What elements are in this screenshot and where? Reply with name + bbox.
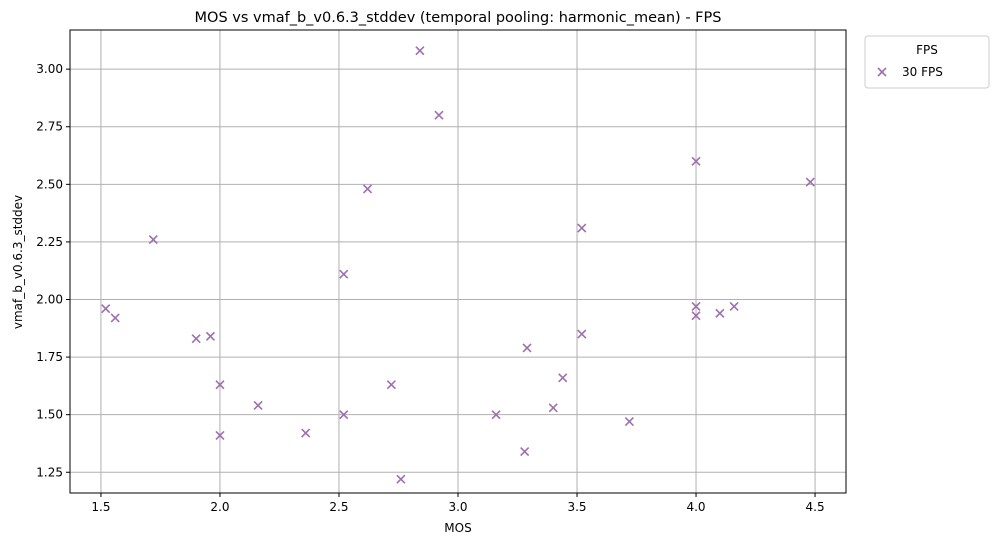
data-point: [339, 269, 349, 279]
legend-marker-glyph: [877, 67, 887, 77]
y-tick-label: 2.25: [36, 235, 63, 249]
data-point: [522, 343, 532, 353]
legend: FPS 30 FPS: [864, 35, 990, 89]
y-tick-label: 2.50: [36, 177, 63, 191]
data-point: [205, 331, 216, 341]
y-tick-label: 2.75: [36, 120, 63, 134]
data-point: [386, 380, 396, 390]
data-point: [558, 373, 568, 383]
data-point: [577, 329, 587, 339]
data-point: [548, 403, 558, 413]
data-point: [691, 301, 701, 311]
data-point: [434, 110, 444, 120]
y-tick-label: 2.00: [36, 293, 63, 307]
x-tick-label: 4.5: [806, 500, 825, 514]
data-point: [215, 380, 225, 390]
data-point: [191, 334, 201, 344]
data-point: [215, 430, 225, 440]
data-point: [520, 446, 530, 457]
y-tick-label: 1.25: [36, 465, 63, 479]
data-point: [101, 304, 111, 314]
data-point: [805, 177, 815, 187]
chart-title: MOS vs vmaf_b_v0.6.3_stddev (temporal po…: [195, 10, 722, 26]
data-points: [101, 46, 815, 484]
x-tick-label: 2.5: [329, 500, 348, 514]
data-point: [253, 400, 263, 411]
y-tick-label: 3.00: [36, 62, 63, 76]
data-point: [301, 428, 311, 438]
x-tick-label: 2.0: [210, 500, 229, 514]
legend-title: FPS: [916, 43, 938, 57]
legend-marker-x-icon: [877, 67, 887, 77]
data-point: [110, 313, 120, 323]
plot-area: [69, 29, 847, 494]
axis-ticks: 1.5 2.0 2.5 3.0 3.5 4.0 4.5 1.25 1.50 1.75 2.00 2.2…: [36, 62, 824, 514]
data-point: [148, 235, 158, 245]
data-point: [691, 311, 701, 321]
grid: [70, 30, 846, 493]
y-tick-label: 1.50: [36, 408, 63, 422]
data-point: [362, 184, 373, 194]
data-point: [715, 308, 725, 318]
x-tick-label: 3.5: [567, 500, 586, 514]
data-point: [396, 474, 406, 484]
data-point: [577, 223, 587, 233]
x-tick-label: 3.0: [448, 500, 467, 514]
data-point: [624, 417, 634, 427]
data-point: [729, 301, 739, 311]
data-point: [691, 156, 701, 166]
legend-entry-label: 30 FPS: [902, 65, 943, 79]
x-axis-label: MOS: [444, 521, 471, 535]
x-tick-label: 1.5: [91, 500, 110, 514]
y-axis-label: vmaf_b_v0.6.3_stddev: [11, 195, 25, 329]
x-tick-label: 4.0: [686, 500, 705, 514]
y-tick-label: 1.75: [36, 350, 63, 364]
data-point: [415, 46, 425, 56]
data-point: [491, 410, 501, 420]
data-point: [339, 410, 349, 420]
legend-box: [864, 35, 990, 89]
